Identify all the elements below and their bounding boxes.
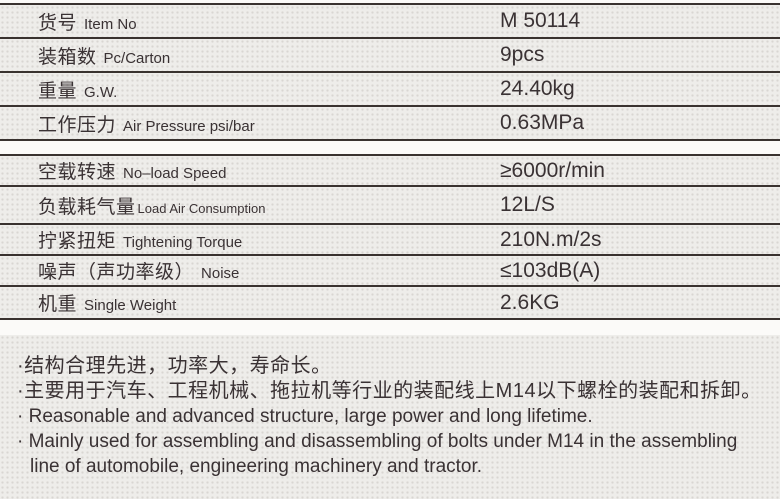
spec-table-performance: 空载转速 No–load Speed ≥6000r/min 负载耗气量 Load… [0, 154, 780, 320]
label-zh: 机重 [38, 294, 78, 315]
spec-value: 0.63MPa [500, 111, 585, 134]
note-line: ·结构合理先进，功率大，寿命长。 [17, 355, 332, 377]
spec-label: 机重 Single Weight [0, 289, 500, 316]
label-en: Air Pressure psi/bar [123, 117, 255, 135]
label-zh: 空载转速 [38, 162, 117, 183]
spec-value: M 50114 [500, 9, 581, 32]
spec-label: 噪声（声功率级） Noise [0, 257, 500, 284]
spec-row-no-load-speed: 空载转速 No–load Speed ≥6000r/min [0, 156, 780, 187]
label-zh: 装箱数 [38, 46, 97, 68]
label-zh: 重量 [38, 80, 78, 102]
spec-value: ≥6000r/min [500, 158, 605, 182]
product-notes: ·结构合理先进，功率大，寿命长。 ·主要用于汽车、工程机械、拖拉机等行业的装配线… [0, 335, 780, 499]
spec-label: 负载耗气量 Load Air Consumption [0, 192, 500, 219]
spec-label: 装箱数 Pc/Carton [0, 42, 500, 69]
spec-row-gross-weight: 重量 G.W. 24.40kg [0, 73, 780, 107]
spec-row-item-no: 货号 Item No M 50114 [0, 5, 780, 39]
label-en: Single Weight [84, 297, 177, 314]
spec-value: 24.40kg [500, 77, 575, 100]
label-en: No–load Speed [123, 165, 227, 182]
spec-value: ≤103dB(A) [500, 258, 601, 282]
spec-label: 空载转速 No–load Speed [0, 157, 500, 184]
label-zh: 货号 [38, 12, 78, 34]
spec-value: 210N.m/2s [500, 227, 602, 251]
label-en: Load Air Consumption [137, 200, 266, 216]
label-en: Pc/Carton [103, 49, 171, 67]
spec-label: 拧紧扭矩 Tightening Torque [0, 226, 500, 253]
spec-label: 货号 Item No [0, 8, 500, 35]
spec-value: 2.6KG [500, 290, 560, 314]
spec-row-pc-carton: 装箱数 Pc/Carton 9pcs [0, 39, 780, 73]
label-en: G.W. [84, 83, 118, 101]
spec-row-noise: 噪声（声功率级） Noise ≤103dB(A) [0, 256, 780, 287]
notes-divider-gap [0, 320, 780, 335]
label-zh: 拧紧扭矩 [38, 231, 117, 252]
label-zh: 负载耗气量 [38, 196, 136, 218]
label-zh: 噪声（声功率级） [38, 262, 195, 283]
spec-row-tightening-torque: 拧紧扭矩 Tightening Torque 210N.m/2s [0, 225, 780, 256]
note-line: ·主要用于汽车、工程机械、拖拉机等行业的装配线上M14以下螺栓的装配和拆卸。 [17, 380, 762, 402]
spec-row-single-weight: 机重 Single Weight 2.6KG [0, 287, 780, 320]
note-line: · Mainly used for assembling and disasse… [17, 431, 738, 477]
label-en: Noise [201, 265, 240, 282]
spec-table-primary: 货号 Item No M 50114 装箱数 Pc/Carton 9pcs 重量… [0, 3, 780, 141]
note-line: · Reasonable and advanced structure, lar… [17, 406, 593, 427]
spec-label: 重量 G.W. [0, 76, 500, 103]
table-divider-gap [0, 141, 780, 154]
spec-label: 工作压力 Air Pressure psi/bar [0, 110, 500, 137]
spec-value: 9pcs [500, 43, 545, 66]
spec-row-load-air-consumption: 负载耗气量 Load Air Consumption 12L/S [0, 187, 780, 225]
label-en: Tightening Torque [123, 234, 243, 251]
spec-row-air-pressure: 工作压力 Air Pressure psi/bar 0.63MPa [0, 107, 780, 141]
spec-value: 12L/S [500, 193, 555, 216]
label-zh: 工作压力 [38, 114, 117, 136]
label-en: Item No [84, 15, 137, 33]
